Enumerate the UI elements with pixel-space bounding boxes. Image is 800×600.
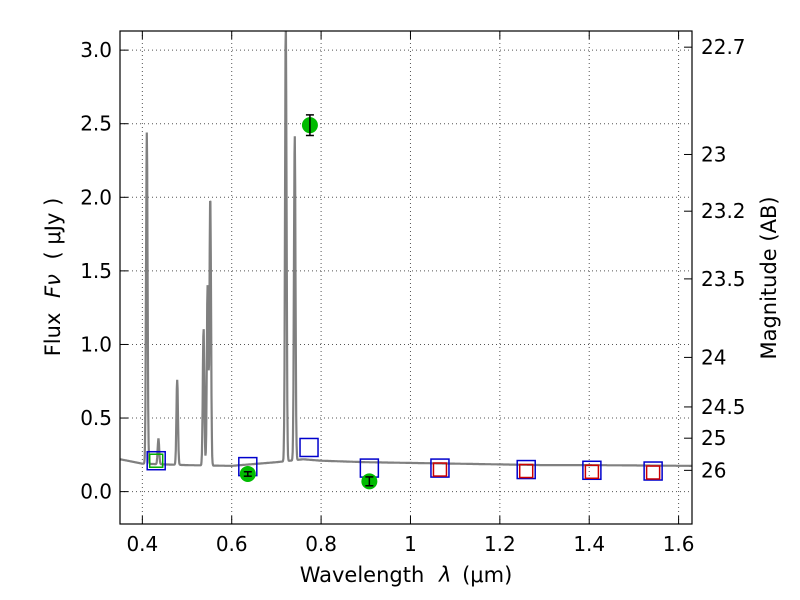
model-point-red [518, 463, 534, 479]
y-tick-label: 2.0 [80, 185, 112, 209]
x-tick-label: 0.8 [305, 532, 337, 556]
x-tick-label: 1.2 [484, 532, 516, 556]
right-tick-label: 23 [701, 142, 726, 166]
model-photometry [146, 437, 663, 481]
tick-labels: 0.4 0.6 0.8 1 1.2 1.4 1.6 0.0 0.5 1.0 1.5 2.0 2.5 3.0… [80, 35, 745, 556]
x-tick-label: 0.4 [126, 532, 158, 556]
right-tick-label: 23.2 [701, 199, 746, 223]
spectrum-line [120, 31, 692, 467]
y-axis-label-unit: ( μJy ) [41, 198, 65, 260]
right-tick-label: 24.5 [701, 395, 746, 419]
right-tick-label: 24 [701, 345, 726, 369]
x-tick-label: 1.6 [663, 532, 695, 556]
y-axis-label: Flux Fν ( μJy ) [41, 198, 65, 357]
model-point-blue [582, 460, 602, 481]
right-tick-label: 25 [701, 426, 726, 450]
y-tick-label: 0.0 [80, 480, 112, 504]
model-point-red [645, 465, 661, 480]
x-axis-label-text: Wavelength [300, 563, 425, 587]
x-axis-label: Wavelength λ (μm) [300, 563, 513, 587]
spectrum [120, 31, 692, 467]
y-tick-label: 2.5 [80, 112, 112, 136]
y-tick-label: 1.0 [80, 332, 112, 356]
grid [120, 31, 692, 524]
model-point-blue [516, 459, 536, 480]
model-point-red [584, 464, 600, 480]
y-tick-label: 1.5 [80, 259, 112, 283]
model-point-blue [299, 437, 319, 458]
y-tick-label: 0.5 [80, 406, 112, 430]
y-axis-label-symbol: Fν [41, 274, 65, 298]
x-axis-label-unit: (μm) [462, 563, 512, 587]
model-point-red [432, 462, 448, 477]
x-tick-label: 1.4 [573, 532, 605, 556]
y-tick-label: 3.0 [80, 38, 112, 62]
ticks [120, 31, 692, 524]
x-axis-label-symbol: λ [438, 563, 451, 587]
model-point-blue [146, 450, 166, 471]
observed-photometry [239, 114, 378, 490]
y-axis-label-text: Flux [41, 313, 65, 357]
x-tick-label: 1 [404, 532, 417, 556]
model-point-green [148, 453, 164, 468]
y-right-axis-label: Magnitude (AB) [757, 196, 781, 359]
plot-frame [119, 30, 693, 525]
model-point-blue [430, 458, 450, 478]
right-tick-label: 22.7 [701, 35, 746, 59]
right-tick-label: 23.5 [701, 267, 746, 291]
right-tick-label: 26 [701, 458, 726, 482]
x-tick-label: 0.6 [216, 532, 248, 556]
model-point-blue [643, 461, 663, 481]
